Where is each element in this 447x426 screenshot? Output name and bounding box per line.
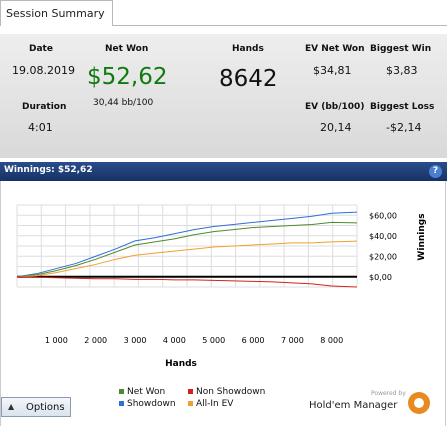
legend-swatch-non-showdown xyxy=(188,389,193,394)
x-tick-label: 5 000 xyxy=(202,336,225,345)
date-label: Date xyxy=(29,44,53,54)
options-button[interactable]: ▲ Options xyxy=(1,397,71,417)
ev-netwon-value: $34,81 xyxy=(313,64,352,77)
y-tick-label: $20,00 xyxy=(369,252,397,261)
ev-bb-value: 20,14 xyxy=(320,121,352,134)
chart-series xyxy=(16,211,358,288)
hands-value: 8642 xyxy=(219,66,278,92)
chart-x-ticks: 1 000 2 000 3 000 4 000 5 000 6 000 7 000 8 000 xyxy=(45,336,343,345)
bb100-value: 30,44 bb/100 xyxy=(93,98,154,108)
legend-net-won: Net Won xyxy=(119,387,165,397)
help-icon[interactable]: ? xyxy=(429,165,442,178)
ev-bb-label: EV (bb/100) xyxy=(305,102,365,112)
netwon-value: $52,62 xyxy=(87,64,168,90)
legend-net-won-label: Net Won xyxy=(127,387,166,397)
legend-non-showdown-label: Non Showdown xyxy=(196,387,266,397)
x-tick-label: 2 000 xyxy=(84,336,107,345)
y-tick-label: $60,00 xyxy=(369,211,397,220)
winnings-header-bar: Winnings: $52,62 ? xyxy=(0,162,447,181)
x-tick-label: 8 000 xyxy=(320,336,343,345)
series-line-all-in-ev xyxy=(16,240,358,278)
session-summary-tab[interactable]: Session Summary xyxy=(0,0,113,26)
legend-showdown-label: Showdown xyxy=(127,399,176,409)
x-tick-label: 6 000 xyxy=(242,336,265,345)
legend-all-in-ev-label: All-In EV xyxy=(196,399,234,409)
x-tick-label: 3 000 xyxy=(124,336,147,345)
ev-netwon-label: EV Net Won xyxy=(305,44,365,54)
duration-label: Duration xyxy=(22,102,67,112)
legend-non-showdown: Non Showdown xyxy=(188,387,265,397)
legend-swatch-all-in-ev xyxy=(188,401,193,406)
hands-label: Hands xyxy=(232,44,264,54)
x-tick-label: 4 000 xyxy=(163,336,186,345)
powered-by-text: Powered by xyxy=(371,390,406,397)
winnings-chart: 1 000 2 000 3 000 4 000 5 000 6 000 7 000 8 000… xyxy=(16,204,427,369)
series-line-showdown xyxy=(16,211,358,278)
tab-label: Session Summary xyxy=(6,7,105,20)
winnings-label: Winnings: $52,62 xyxy=(4,165,93,175)
series-line-non-showdown xyxy=(16,276,358,288)
legend-swatch-net-won xyxy=(119,389,124,394)
y-tick-label: $40,00 xyxy=(369,232,397,241)
x-tick-label: 7 000 xyxy=(281,336,304,345)
y-tick-label: $0,00 xyxy=(369,273,392,282)
biggest-loss-label: Biggest Loss xyxy=(370,102,435,112)
chart-y-ticks: $0,00 $20,00 $40,00 $60,00 xyxy=(369,211,397,282)
x-axis-label: Hands xyxy=(165,359,197,369)
chevron-up-icon: ▲ xyxy=(8,402,15,411)
chart-panel: 1 000 2 000 3 000 4 000 5 000 6 000 7 000 8 000… xyxy=(0,181,446,426)
holdem-manager-logo xyxy=(408,392,430,414)
netwon-label: Net Won xyxy=(105,44,149,54)
date-value: 19.08.2019 xyxy=(12,64,75,77)
y-axis-label: Winnings xyxy=(417,213,427,260)
summary-panel: Date 19.08.2019 Net Won $52,62 Hands 864… xyxy=(0,34,447,158)
duration-value: 4:01 xyxy=(28,121,53,134)
biggest-loss-value: -$2,14 xyxy=(386,121,422,134)
legend-showdown: Showdown xyxy=(119,399,176,409)
legend-all-in-ev: All-In EV xyxy=(188,399,233,409)
tab-divider xyxy=(113,25,447,26)
options-label: Options xyxy=(26,402,65,413)
x-tick-label: 1 000 xyxy=(45,336,68,345)
biggest-win-value: $3,83 xyxy=(386,64,418,77)
biggest-win-label: Biggest Win xyxy=(370,44,432,54)
brand-name: Hold'em Manager xyxy=(309,400,398,411)
legend-swatch-showdown xyxy=(119,401,124,406)
series-line-net-won xyxy=(16,221,358,278)
